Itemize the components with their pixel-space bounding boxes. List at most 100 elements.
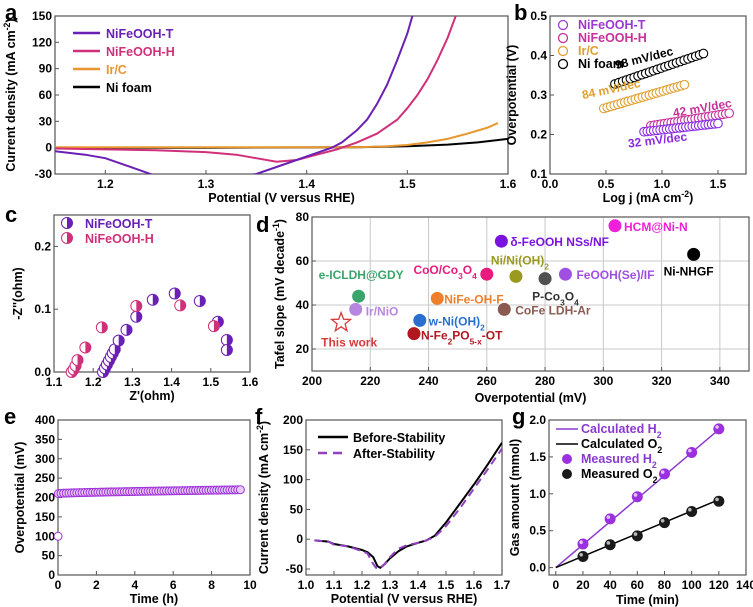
point-label: This work — [321, 336, 377, 350]
y-axis-label-part: ) — [4, 18, 18, 22]
legend-label-part: Measured H — [581, 452, 652, 466]
y-tick-label: 0 — [45, 141, 52, 155]
x-tick-label: 6 — [170, 578, 177, 592]
y-tick-label: 200 — [283, 413, 303, 427]
data-point-highlight — [579, 552, 583, 557]
marker-fill — [174, 288, 181, 299]
data-point-highlight — [633, 493, 638, 497]
y-axis-label-part: -2 — [2, 22, 12, 30]
marker-fill — [126, 324, 133, 336]
x-tick-label: 1.2 — [85, 375, 102, 389]
legend-label: NiFeOOH-H — [578, 31, 647, 45]
data-point — [558, 267, 572, 281]
x-axis-label-part: -2 — [681, 189, 689, 199]
data-point — [480, 267, 494, 281]
point-label-part: CoFe LDH-Ar — [515, 303, 591, 317]
data-point — [686, 506, 698, 518]
legend-label-part: Calculated O — [581, 437, 658, 451]
point-label-part: 4 — [574, 298, 579, 308]
plot-frame — [57, 419, 251, 576]
legend-marker — [61, 217, 73, 229]
y-tick-label: 0.0 — [529, 561, 546, 575]
x-tick-label: 1.5 — [438, 578, 455, 592]
legend-marker — [557, 58, 569, 70]
legend-label: NiFeOOH-H — [85, 232, 154, 246]
y-tick-label: 1.0 — [529, 487, 546, 501]
y-axis-label: Overpotential (V) — [505, 45, 519, 146]
y-axis-label: Tafel slope (mV decade-1) — [271, 219, 287, 369]
y-axis-label: Overpotential (mV) — [13, 442, 27, 554]
data-point — [130, 300, 143, 313]
data-point — [430, 291, 444, 305]
data-point — [174, 299, 187, 312]
legend-label: After-Stability — [353, 447, 435, 461]
panel-label: d — [256, 212, 269, 237]
y-axis-label: Current density (mA cm-2) — [2, 18, 18, 171]
panel-label: a — [5, 0, 18, 25]
data-point-highlight — [715, 497, 719, 502]
x-tick-label: 1.3 — [382, 578, 399, 592]
series-line — [314, 442, 502, 570]
marker-fill — [226, 334, 233, 346]
point-label-part: NiFe-OH-F — [444, 292, 503, 306]
data-point — [207, 320, 220, 333]
y-axis-label: Gas amount (mmol) — [508, 439, 522, 556]
point-label-part: 2 — [480, 322, 485, 332]
point-label: Ni-NHGF — [664, 264, 714, 278]
data-point — [604, 539, 616, 551]
data-point — [130, 310, 143, 323]
y-tick-label: 200 — [35, 491, 55, 505]
x-axis-label: Overpotential (mV) — [475, 391, 587, 405]
x-tick-label: 1.6 — [466, 578, 483, 592]
y-tick-label: 2.0 — [529, 413, 546, 427]
x-tick-label: 1.4 — [298, 177, 315, 191]
data-point-star — [329, 310, 353, 333]
x-axis-label-part: Potential (V versus RHE) — [331, 592, 478, 606]
marker-fill — [180, 299, 186, 311]
panel-label: g — [512, 404, 525, 429]
y-axis-label-part: Overpotential (mV) — [13, 442, 27, 554]
y-tick-label: 50 — [290, 502, 304, 516]
y-tick-label: -50 — [286, 562, 304, 576]
x-tick-label: 300 — [593, 374, 613, 388]
y-axis-label-part: Current density (mA cm — [257, 433, 271, 574]
plot-frame — [53, 214, 251, 373]
point-label: e-ICLDH@GDY — [319, 268, 404, 282]
series-line — [55, 122, 499, 149]
legend-label: Measured O2 — [581, 467, 658, 485]
panel-label: c — [5, 202, 17, 227]
y-tick-label: 0.0 — [34, 365, 51, 379]
data-point — [53, 531, 63, 541]
data-point — [713, 423, 725, 435]
panel-d: 200 220 240 260 280 300 320 340 20 40 60 80 d Overpot… — [256, 210, 750, 405]
x-tick-label: 40 — [603, 578, 617, 592]
data-point — [407, 327, 421, 341]
point-label-part: P-Co — [532, 290, 560, 304]
data-point — [538, 272, 552, 286]
legend-label: NiFeOOH-T — [106, 27, 174, 41]
x-tick-label: 320 — [652, 374, 672, 388]
data-point — [168, 287, 181, 300]
y-tick-label: 400 — [35, 413, 55, 427]
y-axis-label-part: Gas amount (mmol) — [508, 439, 522, 556]
x-tick-label: 100 — [682, 578, 702, 592]
x-axis-label: Potential (V versus RHE) — [208, 191, 355, 205]
point-label-part: N-Fe — [421, 329, 448, 343]
x-tick-label: 1.2 — [97, 177, 114, 191]
data-point — [120, 323, 133, 336]
slope-annotation: 32 mV/dec — [627, 129, 688, 150]
x-tick-label: 1.4 — [410, 578, 427, 592]
data-point — [658, 517, 670, 529]
x-tick-label: 140 — [736, 578, 753, 592]
data-point-highlight — [715, 425, 719, 429]
panel-f: 1.0 1.1 1.2 1.3 1.4 1.5 1.6 1.7 -50 0 50 100 150 200 f… — [255, 404, 511, 606]
x-tick-label: 200 — [302, 374, 322, 388]
point-label-part: w-Ni(OH) — [428, 314, 480, 328]
legend-label: Ni foam — [106, 81, 152, 95]
x-tick-label: 2 — [93, 578, 100, 592]
panel-g: 0 20 40 60 80 100 120 140 0.0 0.5 1.0 1.5 2.0 g Time (… — [508, 404, 753, 607]
legend-label: Ni foam — [578, 57, 624, 71]
point-label-part: e-ICLDH@GDY — [319, 268, 404, 282]
x-tick-label: 1.5 — [202, 375, 219, 389]
data-point — [577, 538, 589, 550]
